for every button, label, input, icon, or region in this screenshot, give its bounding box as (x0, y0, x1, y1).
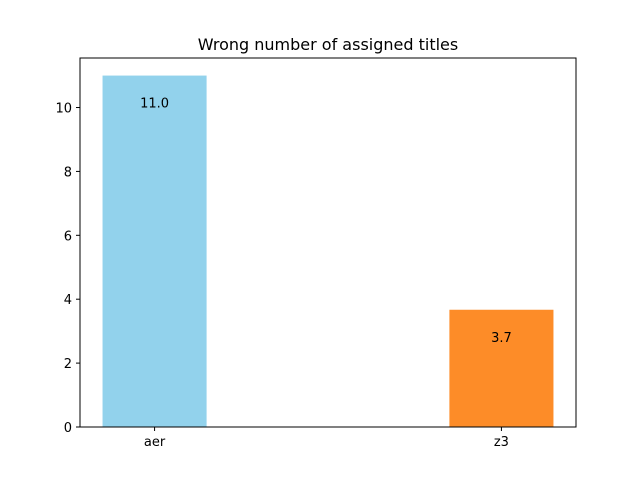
x-axis: aer z3 (144, 427, 509, 450)
y-axis: 0 2 4 6 8 10 (55, 102, 80, 436)
y-tick-label-6: 6 (64, 229, 72, 244)
value-label-aer: 11.0 (140, 97, 169, 112)
chart-title: Wrong number of assigned titles (198, 35, 458, 54)
y-tick-label-2: 2 (64, 357, 72, 372)
y-tick-label-10: 10 (55, 102, 72, 117)
y-tick-label-4: 4 (64, 293, 72, 308)
bar-aer (102, 75, 207, 428)
bars-group (102, 75, 554, 428)
value-labels-group: 11.0 3.7 (140, 97, 512, 346)
x-tick-label-aer: aer (144, 435, 166, 450)
bar-z3 (449, 309, 554, 427)
plot-frame (79, 57, 577, 428)
x-tick-label-z3: z3 (494, 435, 509, 450)
value-label-z3: 3.7 (491, 331, 512, 346)
y-tick-label-0: 0 (64, 421, 72, 436)
y-tick-label-8: 8 (64, 165, 72, 180)
